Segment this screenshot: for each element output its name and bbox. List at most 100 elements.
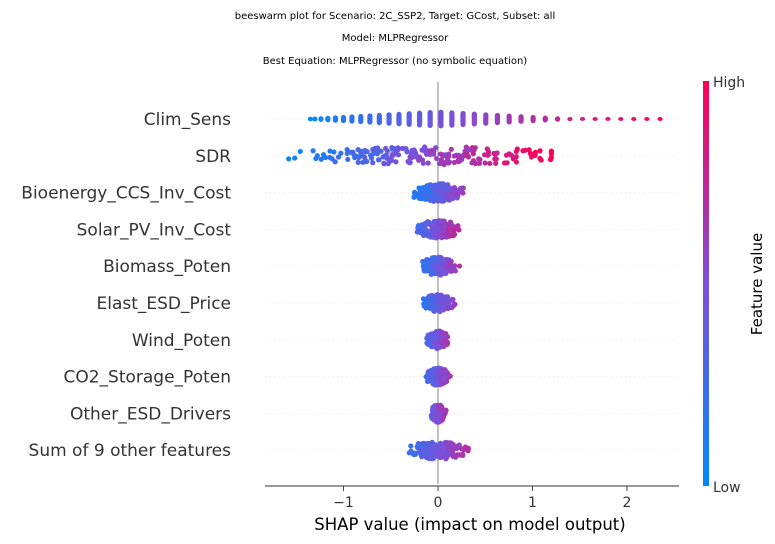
shap-point (381, 161, 387, 167)
shap-point (537, 148, 543, 154)
shap-point (349, 114, 355, 124)
shap-point (446, 260, 453, 266)
shap-point (493, 160, 499, 167)
shap-point (433, 442, 439, 448)
shap-point (345, 156, 351, 163)
shap-point (441, 412, 447, 418)
shap-point (292, 155, 298, 161)
shap-point (344, 146, 350, 153)
shap-point (312, 116, 318, 122)
colorbar-low-label: Low (713, 480, 741, 496)
shap-point (429, 269, 436, 276)
shap-point (469, 160, 475, 166)
shap-point (657, 117, 663, 121)
shap-point (451, 185, 457, 191)
shap-point (547, 156, 554, 163)
shap-point (435, 225, 441, 231)
shap-point (431, 381, 437, 387)
shap-point (452, 301, 458, 307)
shap-point (453, 443, 459, 449)
shap-point (444, 305, 450, 311)
shap-point (554, 116, 561, 122)
shap-point (378, 148, 384, 154)
shap-point (446, 445, 452, 451)
shap-point (358, 148, 364, 154)
shap-point (357, 153, 364, 159)
shap-point (434, 184, 440, 190)
shap-point (320, 152, 327, 158)
shap-point (429, 255, 436, 261)
shap-point (386, 112, 392, 126)
shap-point (331, 149, 337, 155)
shap-point (383, 145, 389, 152)
shap-point (432, 189, 438, 196)
shap-point (393, 159, 399, 165)
shap-point (537, 155, 543, 162)
shap-point (445, 182, 451, 188)
beeswarm-dots (286, 109, 663, 462)
shap-point (442, 260, 449, 267)
shap-point (424, 373, 430, 380)
shap-point (431, 404, 438, 410)
shap-point (431, 148, 437, 154)
shap-point (335, 154, 342, 160)
shap-point (428, 222, 434, 228)
shap-point (438, 197, 444, 204)
shap-point (434, 307, 441, 313)
shap-point (506, 113, 512, 125)
shap-point (420, 195, 426, 202)
chart-title-line3: Best Equation: MLPRegressor (no symbolic… (263, 56, 527, 67)
shap-point (436, 261, 442, 267)
colorbar (703, 81, 709, 486)
shap-point (437, 371, 443, 377)
shap-point (465, 146, 471, 152)
x-axis-label: SHAP value (impact on model output) (314, 515, 625, 534)
shap-point (439, 304, 445, 310)
shap-point (483, 112, 489, 126)
shap-point (440, 228, 447, 234)
shap-point (445, 228, 451, 234)
shap-point (332, 159, 338, 165)
shap-point (399, 145, 406, 151)
shap-point (429, 372, 435, 378)
colorbar-high-label: High (713, 75, 745, 91)
shap-point (407, 154, 413, 160)
shap-point (436, 411, 442, 417)
x-tick-label: 2 (623, 495, 632, 511)
shap-point (355, 159, 361, 165)
shap-point (438, 451, 444, 457)
shap-point (532, 149, 538, 155)
shap-point (436, 300, 442, 306)
shap-point (380, 154, 386, 160)
x-tick-label: 0 (434, 495, 443, 511)
shap-point (389, 146, 396, 152)
shap-point (487, 160, 493, 167)
shap-point (404, 149, 410, 155)
shap-point (450, 451, 456, 458)
shap-point (412, 153, 418, 160)
shap-point (450, 296, 456, 303)
shap-point (485, 149, 492, 155)
feature-label: Sum of 9 other features (29, 441, 232, 461)
shap-point (446, 194, 452, 200)
shap-point (448, 146, 454, 152)
shap-point (605, 117, 611, 121)
shap-point (396, 111, 402, 127)
shap-point (438, 267, 444, 274)
shap-point (513, 159, 520, 165)
shap-point (427, 293, 433, 299)
shap-point (457, 185, 464, 191)
shap-point (425, 160, 431, 166)
shap-point (439, 256, 445, 262)
shap-point (477, 156, 483, 163)
shap-point (421, 190, 428, 196)
shap-point (416, 157, 422, 163)
shap-point (433, 265, 439, 271)
shap-point (438, 219, 444, 225)
shap-point (454, 195, 460, 201)
shap-point (501, 160, 508, 166)
shap-point (471, 111, 477, 127)
shap-point (314, 153, 320, 159)
shap-point (424, 258, 430, 264)
shap-point (424, 194, 430, 200)
